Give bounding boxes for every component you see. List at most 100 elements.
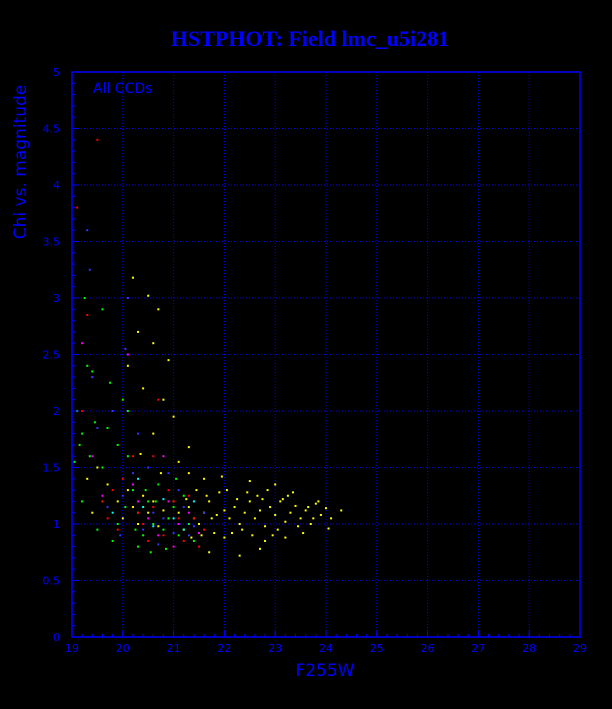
data-point	[124, 347, 127, 350]
data-point	[246, 491, 249, 494]
data-point	[162, 534, 165, 537]
data-point	[137, 545, 140, 548]
data-point	[167, 359, 170, 362]
data-point	[317, 500, 320, 503]
data-point	[88, 268, 91, 271]
data-point	[208, 551, 211, 554]
data-point	[286, 494, 289, 497]
data-point	[137, 500, 140, 503]
data-point	[142, 494, 145, 497]
data-point	[284, 520, 287, 523]
data-point	[111, 410, 114, 412]
data-point	[152, 432, 155, 435]
data-point	[157, 525, 160, 528]
data-point	[215, 513, 218, 516]
data-point	[261, 498, 264, 501]
data-point	[157, 483, 160, 486]
data-point	[116, 523, 119, 525]
data-point	[167, 500, 170, 503]
data-point	[149, 551, 152, 554]
data-point	[251, 534, 254, 537]
data-point	[162, 517, 165, 520]
data-point	[147, 500, 150, 503]
data-point	[279, 500, 282, 503]
data-point	[139, 452, 142, 455]
data-point	[203, 528, 206, 531]
data-point	[137, 511, 140, 514]
data-point	[167, 489, 170, 492]
x-tick-label: 29	[573, 642, 587, 655]
data-point	[236, 498, 239, 501]
data-point	[182, 539, 185, 542]
data-point	[177, 460, 180, 463]
data-point	[289, 511, 292, 514]
data-point	[172, 500, 175, 503]
data-point	[142, 534, 145, 537]
data-point	[101, 500, 104, 503]
data-point	[167, 472, 170, 475]
data-point	[192, 539, 195, 542]
chart-title: HSTPHOT: Field lmc_u5i281	[171, 26, 449, 51]
data-point	[81, 410, 84, 412]
data-point	[297, 525, 300, 528]
data-point	[147, 539, 150, 542]
data-point	[319, 513, 322, 516]
x-tick-label: 21	[167, 642, 181, 655]
data-point	[182, 506, 185, 509]
data-point	[126, 455, 129, 458]
data-point	[248, 500, 251, 503]
data-point	[228, 517, 231, 520]
data-point	[126, 410, 129, 412]
data-point	[340, 509, 343, 512]
data-point	[304, 509, 307, 512]
data-point	[307, 506, 310, 509]
data-point	[172, 517, 175, 520]
data-point	[162, 455, 165, 458]
data-point	[152, 342, 155, 345]
y-tick-label: 5	[53, 66, 60, 79]
data-point	[256, 494, 259, 497]
data-point	[187, 523, 190, 525]
data-point	[101, 308, 104, 311]
data-point	[88, 455, 91, 458]
data-point	[195, 489, 198, 492]
data-point	[96, 426, 99, 429]
data-point	[86, 313, 89, 316]
data-point	[167, 517, 170, 520]
data-point	[126, 353, 129, 356]
data-point	[231, 532, 234, 535]
data-point	[142, 523, 145, 525]
y-tick-label: 3.5	[43, 236, 61, 249]
data-point	[200, 534, 203, 537]
data-point	[314, 502, 317, 505]
data-point	[198, 523, 200, 525]
data-point	[96, 138, 99, 141]
data-point	[164, 547, 167, 550]
data-point	[106, 517, 109, 520]
data-point	[159, 472, 162, 475]
data-point	[309, 523, 312, 525]
data-point	[126, 364, 129, 367]
data-point	[106, 483, 109, 486]
data-point	[238, 554, 241, 557]
data-point	[131, 472, 134, 475]
data-point	[187, 472, 190, 475]
data-point	[121, 398, 124, 401]
data-point	[106, 506, 109, 509]
data-point	[142, 387, 145, 390]
data-point	[96, 466, 99, 469]
data-point	[243, 511, 246, 514]
data-point	[142, 506, 145, 509]
data-point	[258, 547, 261, 550]
data-point	[131, 483, 134, 486]
data-point	[208, 500, 211, 503]
data-point	[76, 206, 79, 209]
data-point	[157, 534, 160, 537]
x-tick-label: 20	[116, 642, 130, 655]
data-point	[121, 517, 124, 520]
data-point	[147, 466, 150, 469]
data-point	[162, 398, 165, 401]
data-point	[131, 489, 134, 492]
data-point	[73, 460, 76, 463]
